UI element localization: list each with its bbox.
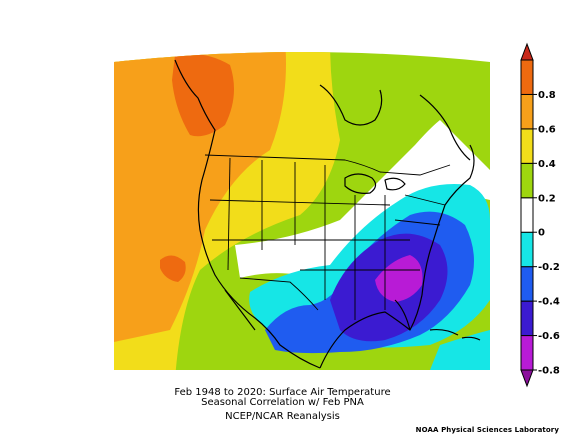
colorbar-swatch (520, 162, 534, 199)
colorbar-tick-label: -0.2 (538, 262, 560, 273)
map-title-line-3: NCEP/NCAR Reanalysis (225, 411, 340, 422)
state-line (227, 157, 231, 271)
hudson-bay-coast (319, 84, 383, 126)
contour-dark-orange-small (160, 255, 186, 282)
baja-coast (224, 289, 256, 331)
gulf-coastline (319, 311, 411, 369)
great-lakes (344, 173, 377, 194)
cuba-coast (429, 328, 459, 336)
us-canada-border (204, 154, 451, 176)
map-title-line-1: Feb 1948 to 2020: Surface Air Temperatur… (174, 387, 391, 398)
contour-cyan-south (430, 330, 490, 370)
contour-fill (114, 52, 490, 370)
colorbar-swatch (520, 197, 534, 233)
colorbar-tick-label: -0.6 (538, 331, 560, 342)
colorbar-min-triangle (520, 369, 534, 388)
contour-white (235, 120, 490, 278)
colorbar-swatch (520, 335, 534, 371)
colorbar-swatch (520, 59, 534, 95)
colorbar-max-triangle (520, 42, 534, 61)
colorbar-swatch (520, 93, 534, 130)
credit-label: NOAA Physical Sciences Laboratory (415, 426, 559, 434)
us-mexico-border (239, 277, 319, 311)
labrador-coast (419, 94, 471, 161)
contour-dark-orange-core (172, 53, 234, 137)
colorbar-tick-label: 0.6 (538, 124, 556, 135)
colorbar-tick-label: -0.8 (538, 366, 560, 377)
colorbar-swatch (520, 128, 534, 164)
colorbar-tick-label: -0.4 (538, 297, 560, 308)
contour-purple (375, 255, 423, 302)
state-line (209, 199, 391, 206)
colorbar-swatch (520, 231, 534, 268)
state-line (394, 219, 441, 226)
colorbar-swatch (520, 266, 534, 302)
colorbar-tick-label: 0 (538, 228, 545, 239)
contour-orange (114, 52, 286, 345)
political-boundaries (204, 154, 451, 320)
great-lakes-east (384, 177, 406, 191)
colorbar-swatch (520, 300, 534, 337)
colorbar-tick-label: 0.2 (538, 193, 556, 204)
hispaniola-coast (461, 336, 481, 341)
state-line (404, 194, 446, 206)
map-title-line-2: Seasonal Correlation w/ Feb PNA (201, 397, 364, 408)
colorbar: -0.8 -0.6 -0.4 -0.2 0 0.2 0.4 0.6 0.8 (520, 42, 560, 388)
west-coastline (174, 59, 321, 369)
colorbar-tick-label: 0.8 (538, 90, 556, 101)
colorbar-tick-label: 0.4 (538, 159, 556, 170)
florida-coast (394, 294, 423, 331)
